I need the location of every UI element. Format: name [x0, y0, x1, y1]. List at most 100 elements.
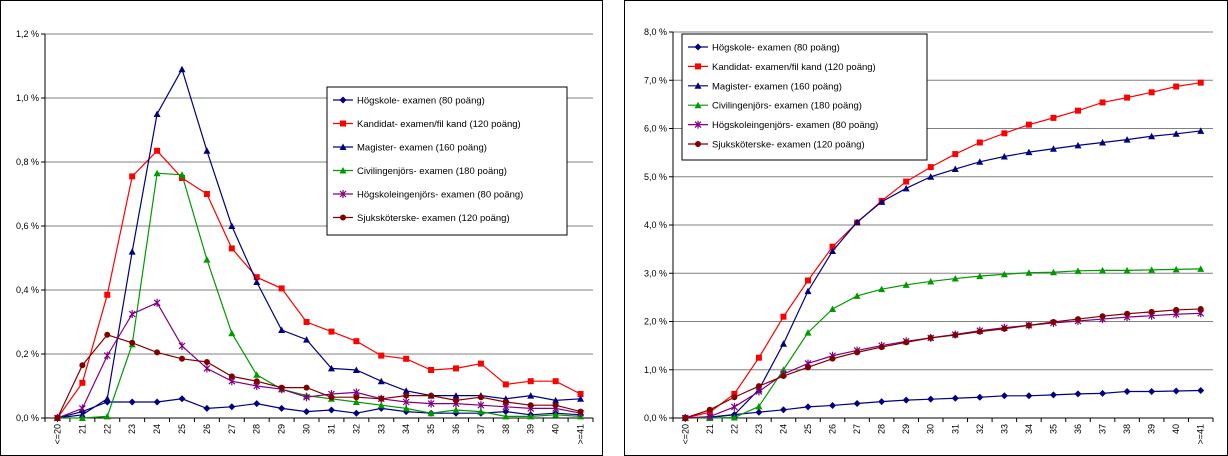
y-tick-label: 0,2 %	[16, 349, 39, 359]
x-tick-label: 32	[351, 424, 361, 434]
data-point	[1197, 305, 1204, 312]
legend-label: Civilingenjörs- examen (180 poäng)	[357, 166, 507, 177]
x-tick-label: 23	[754, 424, 764, 434]
series-3	[681, 127, 1205, 421]
data-point	[804, 403, 812, 411]
data-point	[353, 394, 360, 401]
data-point	[527, 412, 535, 420]
x-tick-label: 38	[1122, 424, 1132, 434]
data-point	[54, 415, 61, 421]
data-point	[203, 404, 211, 412]
x-tick-label: 35	[426, 424, 436, 434]
data-point	[402, 387, 410, 394]
data-point	[352, 398, 360, 405]
data-point	[779, 366, 787, 373]
data-point	[878, 285, 886, 293]
x-tick-label: 23	[127, 424, 137, 434]
data-point	[1173, 83, 1180, 90]
legend-item: Högskoleingenjörs- examen (80 poäng)	[333, 190, 523, 201]
data-point	[253, 378, 260, 385]
data-point	[927, 173, 935, 180]
data-point	[79, 362, 86, 369]
data-point	[79, 379, 86, 386]
data-point	[328, 394, 335, 401]
data-point	[927, 334, 934, 341]
data-point	[1172, 387, 1180, 395]
data-point	[952, 332, 959, 339]
x-tick-label: 39	[526, 424, 536, 434]
data-point	[853, 292, 861, 299]
data-point	[780, 313, 787, 320]
data-point	[804, 329, 812, 336]
data-point	[1123, 136, 1131, 143]
data-point	[731, 390, 738, 397]
data-point	[1049, 391, 1057, 399]
data-point	[427, 409, 435, 417]
y-tick-label: 4,0 %	[644, 220, 667, 230]
y-tick-label: 0,0 %	[16, 413, 39, 423]
x-tick-label: 26	[202, 424, 212, 434]
data-point	[1025, 269, 1033, 276]
data-point	[129, 173, 136, 180]
data-point	[1049, 145, 1057, 152]
series-6	[54, 331, 584, 421]
data-point	[153, 398, 161, 406]
series-line	[57, 172, 581, 419]
data-point	[1148, 132, 1156, 140]
x-tick-label: 22	[102, 424, 112, 434]
data-point	[103, 395, 111, 402]
x-tick-label: <=20	[680, 424, 690, 445]
data-point	[78, 414, 86, 421]
x-tick-label: 24	[152, 424, 162, 434]
chart-right: 0,0 % 1,0 % 2,0 % 3,0 % 4,0 % 5,0 % 6,0 % 7,0 %…	[644, 27, 1214, 445]
data-point	[253, 371, 261, 378]
data-point	[303, 384, 310, 391]
data-point	[951, 165, 959, 173]
data-point	[552, 402, 559, 409]
legend-item: Magister- examen (160 poäng)	[333, 143, 487, 154]
data-point	[902, 396, 910, 404]
data-point	[228, 222, 236, 229]
x-tick-label: 38	[501, 424, 511, 434]
data-point	[377, 377, 385, 385]
data-point	[878, 344, 885, 351]
x-tick-label: 36	[451, 424, 461, 434]
x-tick-label: 22	[729, 424, 739, 434]
data-point	[1000, 392, 1008, 400]
legend-item: Kandidat- examen/fil kand (120 poäng)	[333, 119, 521, 130]
data-point	[1049, 268, 1057, 276]
data-point	[829, 247, 837, 255]
y-tick-label: 3,0 %	[644, 268, 667, 278]
data-point	[178, 395, 186, 403]
y-tick-label: 0,0 %	[644, 413, 667, 423]
data-point	[203, 359, 210, 365]
data-point	[502, 412, 510, 420]
data-point	[452, 406, 460, 413]
data-point	[278, 384, 285, 391]
data-point	[378, 352, 385, 359]
data-point	[829, 243, 836, 250]
data-point	[1001, 325, 1008, 332]
data-point	[976, 158, 984, 165]
data-point	[527, 392, 535, 399]
data-point	[927, 164, 934, 171]
data-point	[78, 404, 86, 413]
legend-marker	[694, 101, 702, 109]
legend-item: Sjuksköterske- examen (120 poäng)	[688, 140, 865, 151]
data-point	[951, 275, 959, 282]
data-point	[829, 305, 837, 312]
data-point	[278, 404, 286, 412]
data-point	[1025, 392, 1033, 400]
legend-item: Civilingenjörs- examen (180 poäng)	[688, 101, 862, 112]
y-tick-label: 2,0 %	[644, 317, 667, 327]
y-tick-label: 5,0 %	[644, 172, 667, 182]
data-point	[976, 272, 984, 280]
x-tick-label: <=20	[52, 424, 62, 445]
data-point	[178, 171, 186, 178]
data-point	[1001, 130, 1008, 137]
data-point	[377, 401, 385, 409]
data-point	[1172, 265, 1180, 273]
legend-item: Högskole- examen (80 poäng)	[688, 43, 840, 54]
data-point	[427, 399, 435, 408]
data-point	[502, 408, 510, 416]
